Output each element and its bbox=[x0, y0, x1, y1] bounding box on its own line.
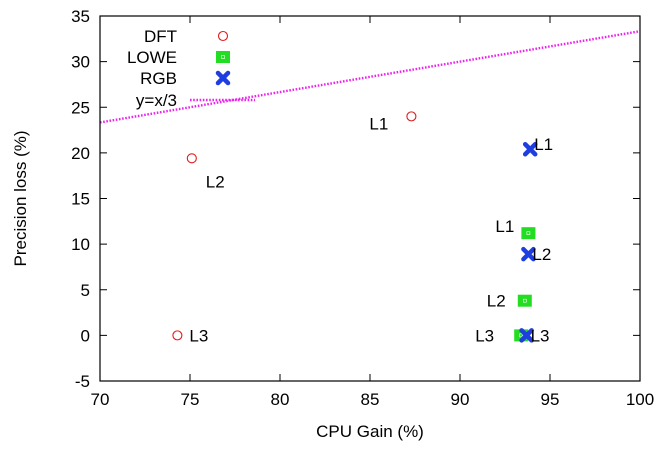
x-tick-label: 100 bbox=[626, 390, 654, 409]
x-axis-label: CPU Gain (%) bbox=[316, 422, 424, 441]
y-tick-label: 15 bbox=[71, 190, 90, 209]
point-rgb-l1 bbox=[522, 141, 538, 157]
point-label-dft-l1: L1 bbox=[369, 114, 388, 133]
y-tick-label: 0 bbox=[81, 326, 90, 345]
point-lowe-l2 bbox=[517, 294, 532, 307]
y-tick-label: 10 bbox=[71, 235, 90, 254]
point-label-lowe-l1: L1 bbox=[495, 217, 514, 236]
x-tick-label: 80 bbox=[271, 390, 290, 409]
point-dft-l1 bbox=[406, 111, 417, 122]
y-axis-label: Precision loss (%) bbox=[11, 130, 30, 266]
y-tick-label: 20 bbox=[71, 144, 90, 163]
point-dft-l2 bbox=[186, 153, 197, 164]
legend-label-y-x-3: y=x/3 bbox=[136, 91, 177, 110]
y-tick-label: -5 bbox=[75, 372, 90, 391]
point-label-lowe-l3: L3 bbox=[475, 326, 494, 345]
point-label-rgb-l1: L1 bbox=[534, 135, 553, 154]
point-label-dft-l3: L3 bbox=[189, 326, 208, 345]
x-tick-label: 75 bbox=[181, 390, 200, 409]
legend-swatch-rgb bbox=[215, 70, 231, 86]
legend-label-lowe: LOWE bbox=[127, 48, 177, 67]
point-label-rgb-l2: L2 bbox=[532, 245, 551, 264]
y-tick-label: 35 bbox=[71, 7, 90, 26]
point-rgb-l3 bbox=[519, 328, 534, 343]
point-rgb-l2 bbox=[521, 246, 536, 262]
legend-swatch-lowe bbox=[216, 51, 230, 63]
legend-label-dft: DFT bbox=[144, 27, 177, 46]
y-tick-label: 25 bbox=[71, 98, 90, 117]
point-label-dft-l2: L2 bbox=[206, 172, 225, 191]
x-tick-label: 70 bbox=[91, 390, 110, 409]
legend-swatch-dft bbox=[217, 30, 229, 42]
x-tick-label: 85 bbox=[361, 390, 380, 409]
legend-label-rgb: RGB bbox=[140, 69, 177, 88]
point-dft-l3 bbox=[172, 330, 183, 341]
y-tick-label: 30 bbox=[71, 53, 90, 72]
x-tick-label: 95 bbox=[541, 390, 560, 409]
reference-line-y-eq-x-over-3 bbox=[99, 30, 641, 124]
point-label-rgb-l3: L3 bbox=[531, 326, 550, 345]
plot-frame bbox=[99, 15, 641, 382]
y-tick-label: 5 bbox=[81, 281, 90, 300]
point-lowe-l1 bbox=[521, 227, 536, 240]
x-tick-label: 90 bbox=[451, 390, 470, 409]
point-label-lowe-l2: L2 bbox=[487, 292, 506, 311]
